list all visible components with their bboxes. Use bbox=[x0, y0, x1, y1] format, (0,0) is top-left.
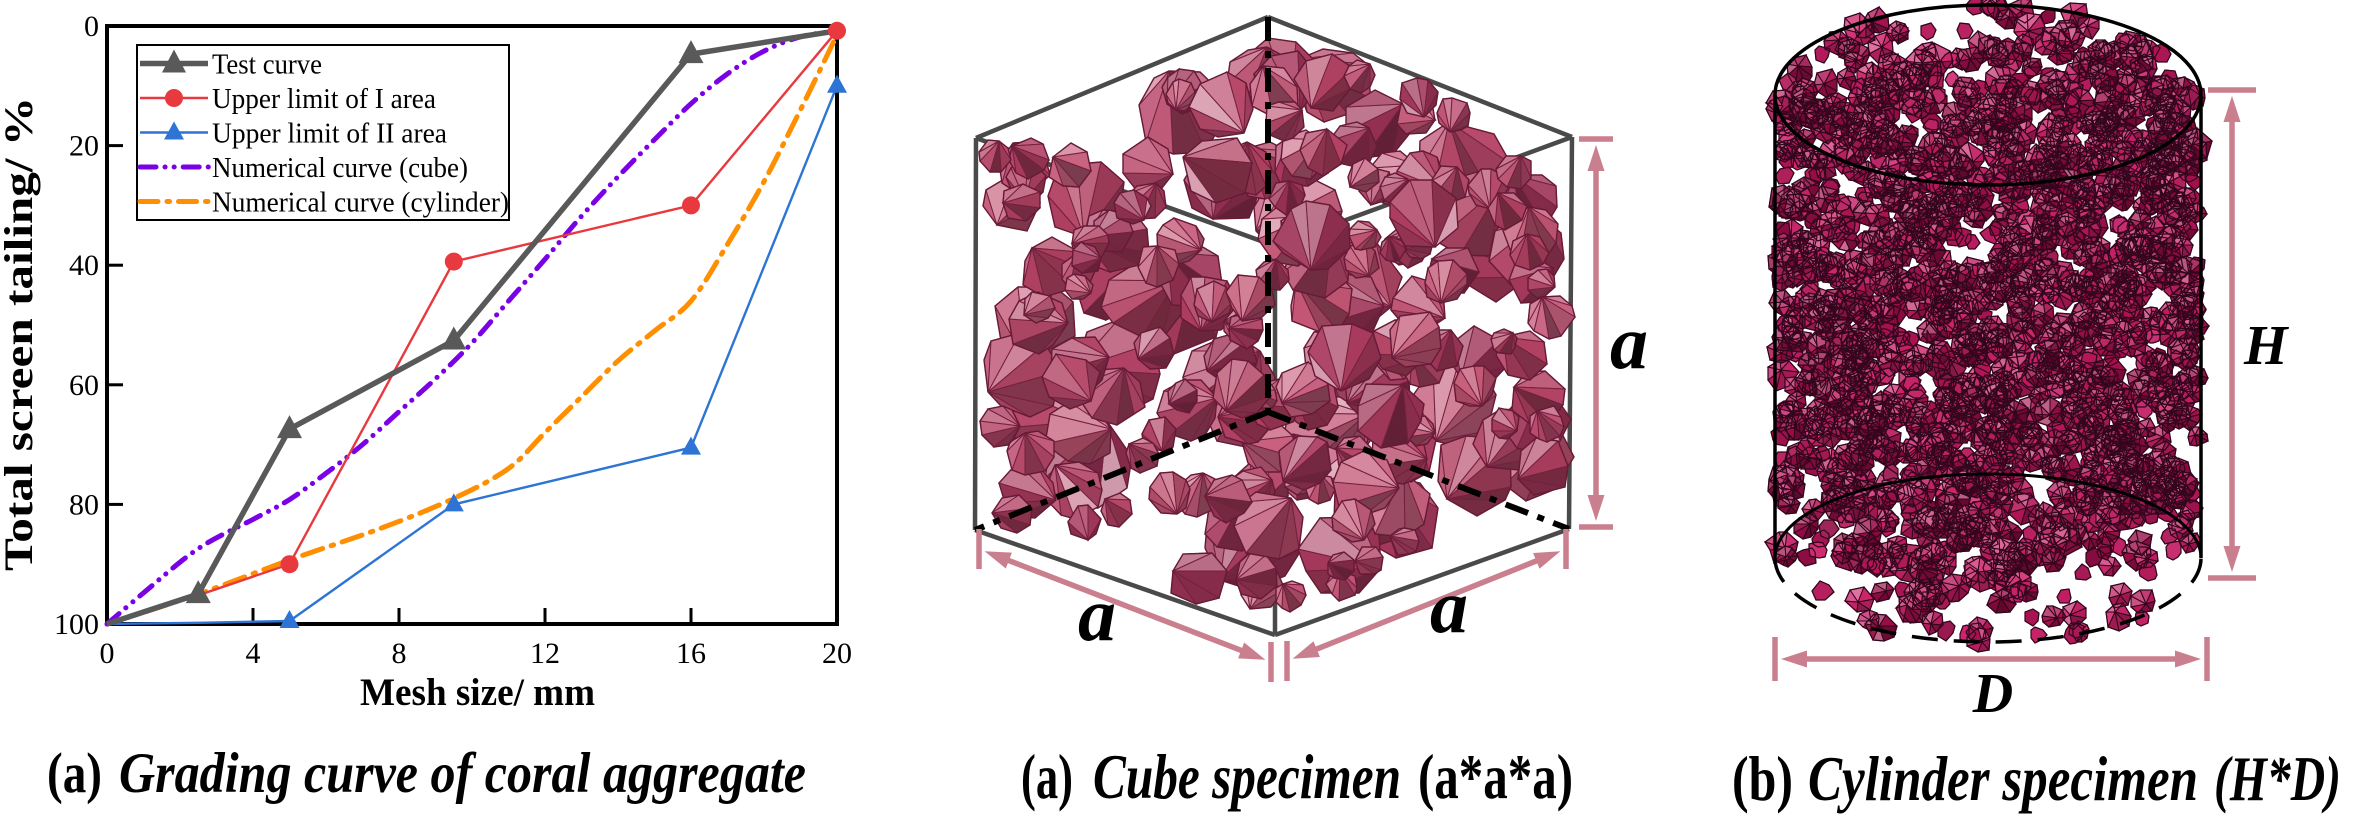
svg-text:a: a bbox=[1610, 301, 1648, 385]
svg-text:Upper limit of II area: Upper limit of II area bbox=[212, 118, 447, 150]
svg-text:0: 0 bbox=[84, 10, 99, 43]
svg-text:Grading curve of coral aggrega: Grading curve of coral aggregate bbox=[119, 742, 806, 805]
svg-text:(a*a*a): (a*a*a) bbox=[1418, 741, 1573, 812]
svg-text:Numerical curve (cube): Numerical curve (cube) bbox=[212, 152, 468, 184]
svg-text:Test curve: Test curve bbox=[212, 49, 322, 81]
svg-text:a: a bbox=[1430, 565, 1468, 649]
svg-text:4: 4 bbox=[246, 637, 261, 670]
svg-text:Total screen tailing/ %: Total screen tailing/ % bbox=[0, 97, 41, 571]
svg-text:40: 40 bbox=[69, 249, 99, 282]
svg-text:16: 16 bbox=[676, 637, 706, 670]
svg-text:0: 0 bbox=[100, 637, 115, 670]
svg-text:Cube specimen: Cube specimen bbox=[1093, 741, 1401, 812]
svg-text:20: 20 bbox=[69, 130, 99, 163]
svg-text:12: 12 bbox=[530, 637, 560, 670]
svg-text:H: H bbox=[2243, 315, 2289, 377]
svg-text:20: 20 bbox=[822, 637, 852, 670]
svg-text:8: 8 bbox=[392, 637, 407, 670]
svg-text:a: a bbox=[1078, 573, 1116, 657]
svg-text:D: D bbox=[1972, 663, 2013, 725]
svg-text:100: 100 bbox=[54, 608, 99, 641]
svg-text:(b): (b) bbox=[1732, 743, 1793, 814]
svg-text:Numerical curve (cylinder): Numerical curve (cylinder) bbox=[212, 187, 509, 219]
svg-text:Cylinder specimen: Cylinder specimen bbox=[1808, 743, 2198, 814]
svg-text:(a): (a) bbox=[1021, 741, 1073, 812]
svg-text:80: 80 bbox=[69, 488, 99, 521]
svg-text:Mesh size/ mm: Mesh size/ mm bbox=[360, 671, 595, 714]
svg-text:Upper limit of I area: Upper limit of I area bbox=[212, 83, 436, 115]
svg-text:(H*D): (H*D) bbox=[2214, 743, 2341, 814]
svg-text:60: 60 bbox=[69, 369, 99, 402]
svg-text:(a): (a) bbox=[47, 742, 102, 805]
